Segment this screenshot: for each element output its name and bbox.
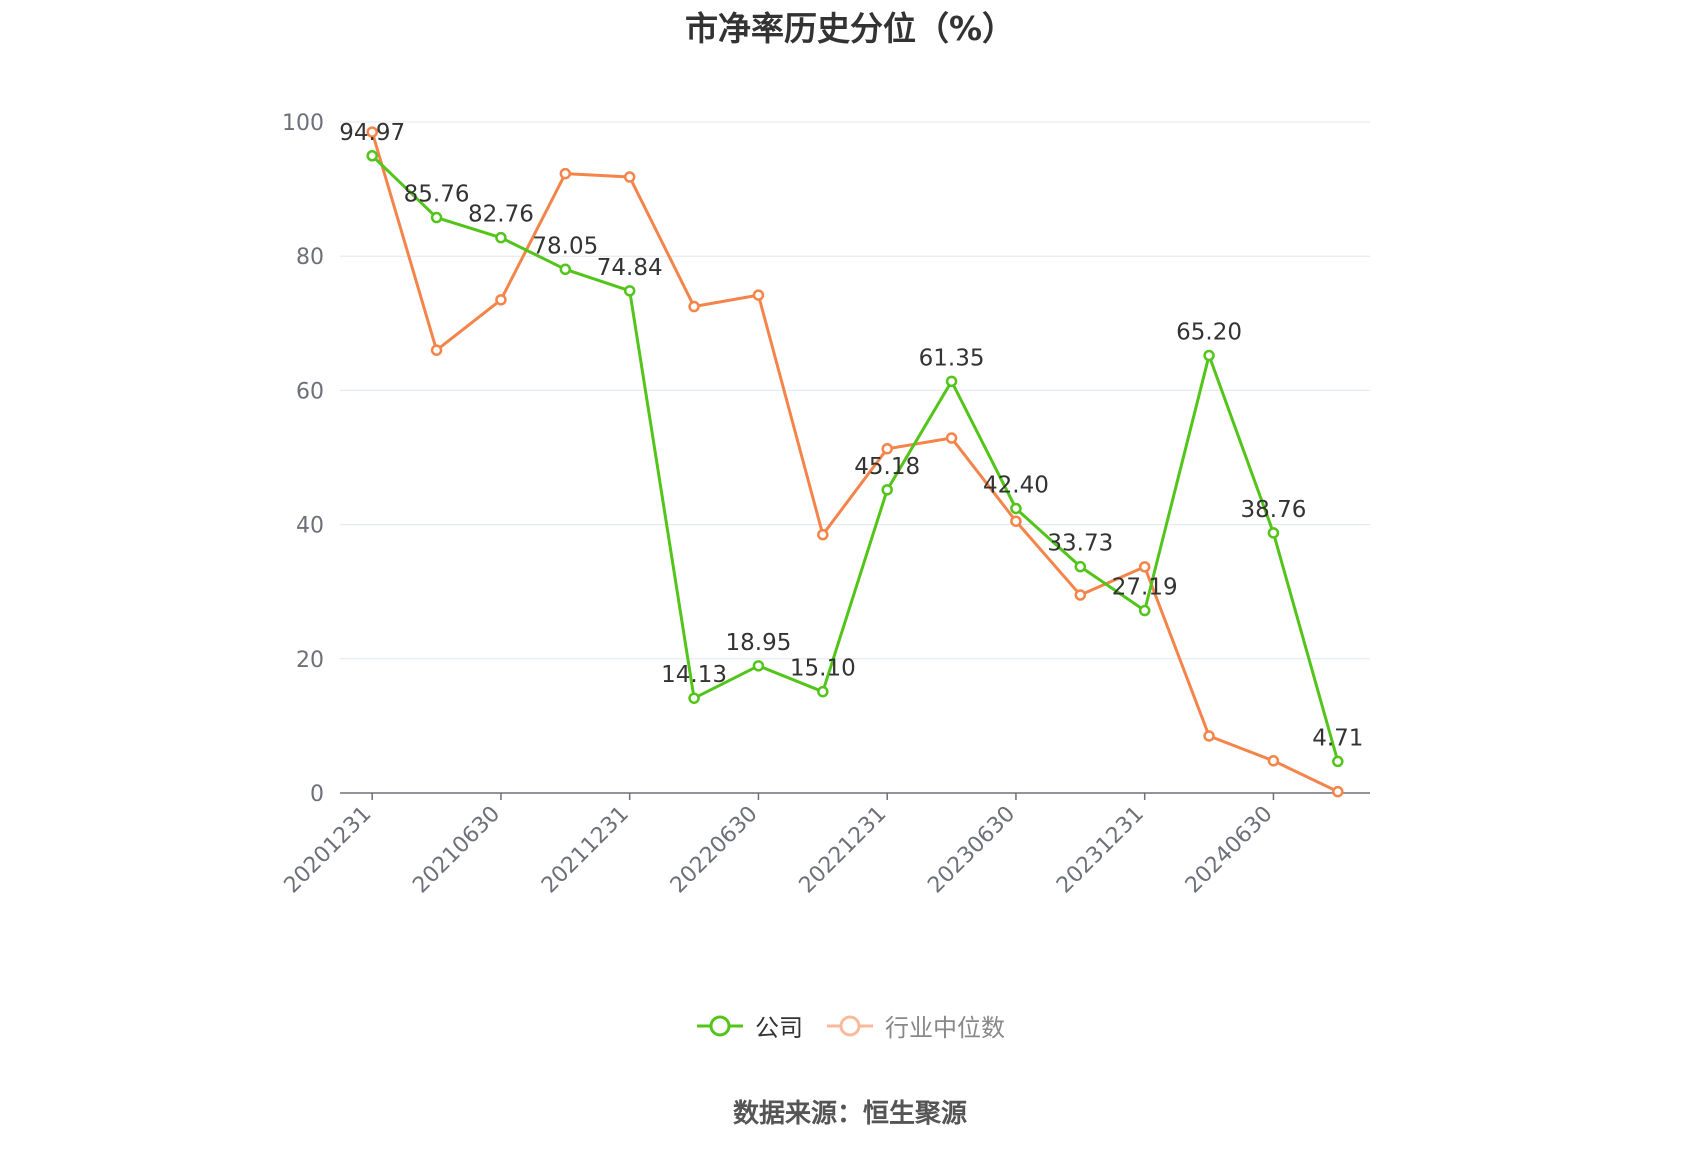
industry-point bbox=[623, 171, 636, 183]
x-tick-label: 20230630 bbox=[923, 802, 1020, 899]
company-series-line bbox=[371, 154, 1340, 762]
industry-point bbox=[945, 432, 958, 444]
industry-point bbox=[366, 126, 378, 138]
data-source: 数据来源：恒生聚源 bbox=[732, 1099, 967, 1129]
company-data-label: 78.05 bbox=[532, 233, 598, 259]
industry-point bbox=[881, 443, 893, 455]
x-tick-label: 20201231 bbox=[280, 802, 377, 899]
company-data-label: 18.95 bbox=[726, 630, 792, 656]
industry-point bbox=[1138, 561, 1151, 573]
company-data-label: 14.13 bbox=[661, 662, 727, 688]
industry-point bbox=[752, 289, 765, 301]
company-data-label: 15.10 bbox=[790, 656, 856, 682]
x-tick-label: 20231231 bbox=[1052, 802, 1149, 899]
industry-series-line bbox=[370, 131, 1339, 794]
company-point bbox=[559, 263, 572, 276]
company-point bbox=[1203, 349, 1215, 362]
company-point bbox=[430, 211, 443, 224]
company-data-label: 33.73 bbox=[1047, 531, 1113, 557]
company-legend-marker-icon bbox=[697, 1015, 743, 1036]
y-tick-label: 40 bbox=[296, 514, 324, 539]
industry-point bbox=[1332, 785, 1344, 798]
company-point bbox=[945, 375, 958, 388]
series-lines bbox=[370, 131, 1340, 794]
company-point bbox=[1010, 502, 1022, 515]
company-data-label: 4.71 bbox=[1312, 725, 1363, 751]
x-tick-label: 20221231 bbox=[795, 802, 892, 899]
company-data-label: 94.97 bbox=[339, 120, 405, 146]
company-point bbox=[1138, 604, 1151, 617]
company-point bbox=[1267, 527, 1280, 539]
industry-point bbox=[1010, 515, 1022, 527]
x-tick-label: 20220630 bbox=[666, 802, 763, 899]
series-points bbox=[366, 126, 1344, 798]
grid-lines bbox=[340, 121, 1370, 660]
y-tick-label: 80 bbox=[296, 245, 324, 270]
industry-point bbox=[688, 300, 700, 313]
y-axis-tick-labels: 0 20 40 60 80 100 bbox=[282, 111, 324, 807]
company-data-label: 74.84 bbox=[597, 255, 663, 281]
company-point bbox=[623, 285, 636, 297]
industry-point bbox=[559, 167, 572, 180]
company-data-label: 65.20 bbox=[1176, 320, 1242, 346]
y-tick-label: 60 bbox=[296, 379, 324, 404]
company-point bbox=[817, 685, 829, 698]
company-point bbox=[752, 660, 765, 672]
industry-point bbox=[1267, 755, 1280, 767]
company-data-label: 45.18 bbox=[854, 454, 920, 480]
company-data-label: 42.40 bbox=[983, 472, 1049, 498]
legend: 公司 行业中位数 bbox=[0, 1008, 1700, 1043]
company-point bbox=[495, 231, 507, 244]
y-tick-label: 100 bbox=[282, 111, 324, 136]
x-tick-label: 20211231 bbox=[537, 802, 634, 899]
industry-point bbox=[430, 344, 443, 356]
industry-legend-marker-icon bbox=[827, 1015, 873, 1036]
x-axis: 20201231 20210630 20211231 20220630 20221231… bbox=[280, 792, 1370, 899]
industry-point bbox=[1203, 730, 1215, 742]
y-tick-label: 0 bbox=[310, 782, 324, 807]
legend-label-company: 公司 bbox=[755, 1014, 803, 1042]
industry-point bbox=[817, 528, 829, 541]
legend-item-company[interactable]: 公司 bbox=[695, 1008, 803, 1043]
company-data-label: 82.76 bbox=[468, 202, 534, 228]
industry-point bbox=[495, 294, 507, 306]
legend-item-industry[interactable]: 行业中位数 bbox=[825, 1008, 1005, 1043]
company-point bbox=[1332, 755, 1344, 768]
industry-point bbox=[1074, 589, 1087, 601]
x-tick-label: 20210630 bbox=[408, 802, 505, 899]
company-point bbox=[688, 692, 700, 704]
company-point bbox=[366, 150, 378, 162]
company-data-label: 85.76 bbox=[404, 182, 470, 208]
company-point bbox=[1074, 560, 1087, 573]
y-tick-label: 20 bbox=[296, 648, 324, 673]
x-tick-label: 20240630 bbox=[1181, 802, 1278, 899]
company-data-label: 61.35 bbox=[919, 345, 985, 371]
company-data-label: 27.19 bbox=[1112, 575, 1178, 601]
chart-title: 市净率历史分位（%） bbox=[684, 9, 1016, 48]
legend-label-industry: 行业中位数 bbox=[885, 1014, 1005, 1042]
company-point bbox=[881, 484, 893, 496]
company-data-label: 38.76 bbox=[1241, 497, 1307, 523]
